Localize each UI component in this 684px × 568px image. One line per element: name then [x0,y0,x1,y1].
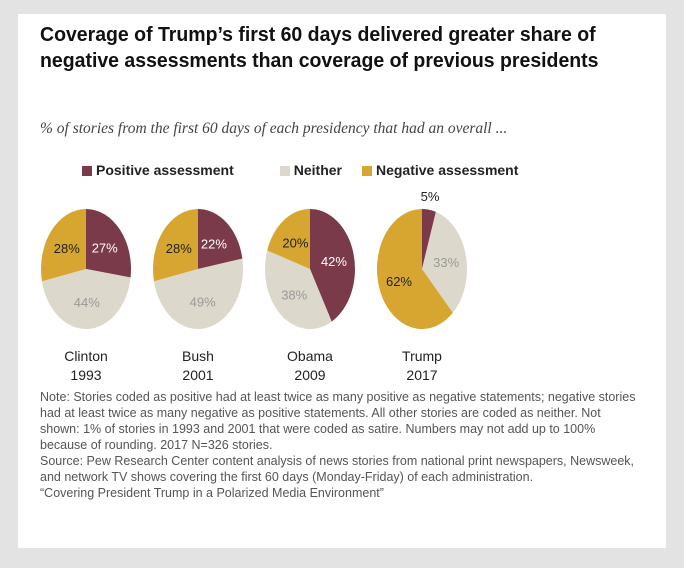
pie-label: Trump [402,348,442,364]
pie-charts: 27% 44% 28% Clinton 1993 22% 49% 28% Bush 2001 42%… [41,189,467,383]
pie-year: 2017 [406,367,437,383]
data-label: 33% [433,255,459,270]
legend-swatch [361,166,372,176]
data-label: 28% [54,241,80,256]
chart-card: Coverage of Trump’s first 60 days delive… [18,14,666,548]
legend-swatch [279,166,290,176]
pie-slice-trump-1 [422,211,467,313]
chart-notes: Note: Stories coded as positive had at l… [40,389,640,501]
legend-label: Neither [293,162,342,178]
data-label: 62% [386,274,412,289]
data-label: 28% [166,241,192,256]
pie-slice-bush-0 [198,209,243,269]
data-label: 20% [282,235,308,250]
data-label: 5% [421,189,440,204]
pie-year: 2009 [294,367,325,383]
legend-neither: Neither [279,162,342,178]
pie-label: Clinton [64,348,108,364]
pie-slice-trump-0 [422,209,436,269]
pie-slice-clinton-0 [86,209,131,278]
note: Note: Stories coded as positive had at l… [40,390,636,452]
pie-slice-trump-2 [377,209,453,330]
pie-label: Bush [182,348,214,364]
legend-swatch [82,166,92,176]
source: Source: Pew Research Center content anal… [40,454,635,484]
pie-slice-clinton-2 [41,209,86,282]
legend-label: Negative assessment [375,162,519,178]
pie-slice-bush-1 [153,258,244,330]
data-label: 49% [190,294,216,309]
pie-year: 1993 [70,367,101,383]
legend-negative: Negative assessment [361,162,519,178]
pie-label: Obama [287,348,333,364]
data-label: 22% [201,237,227,252]
pie-slice-obama-1 [265,250,332,330]
pie-slice-bush-2 [153,209,198,282]
data-label: 44% [74,295,100,310]
pie-slice-clinton-1 [41,269,131,329]
chart-title: Coverage of Trump’s first 60 days delive… [40,23,599,72]
pie-slice-obama-0 [310,209,356,322]
pie-year: 2001 [182,367,213,383]
report-title: “Covering President Trump in a Polarized… [40,486,384,500]
data-label: 38% [281,287,307,302]
chart-subtitle: % of stories from the first 60 days of e… [40,120,508,137]
data-label: 27% [92,240,118,255]
legend-positive: Positive assessment [82,162,234,178]
data-label: 42% [321,254,347,269]
legend: Positive assessment Neither Negative ass… [82,162,518,178]
legend-label: Positive assessment [96,162,234,178]
pie-slice-obama-2 [267,209,310,269]
